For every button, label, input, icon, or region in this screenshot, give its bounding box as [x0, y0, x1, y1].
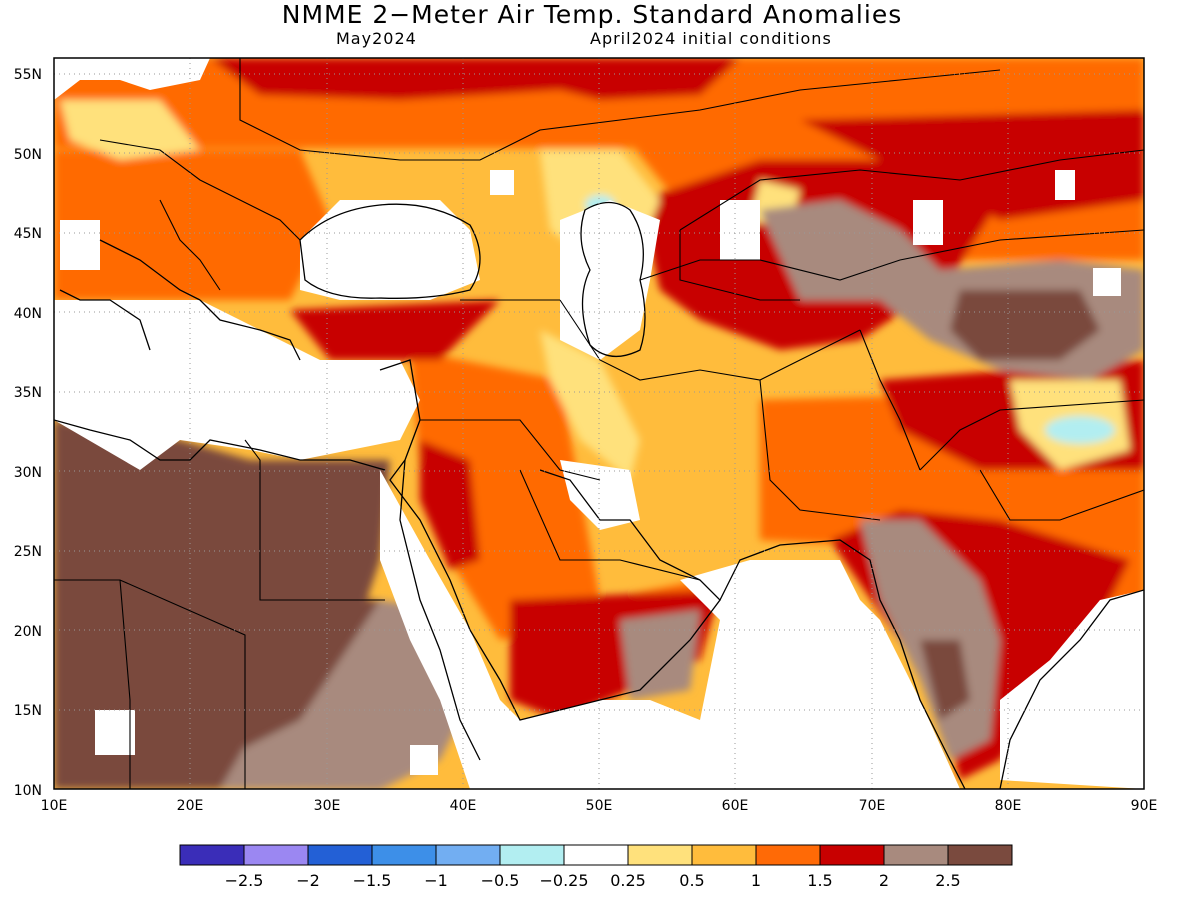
white-areas: [54, 58, 1144, 789]
plot-area: [54, 58, 1144, 789]
colorbar-swatch-4: [435, 844, 501, 866]
colorbar-label-0: −2.5: [225, 871, 264, 890]
lon-tick-60e: 60E: [722, 798, 749, 814]
colorbar-swatch-1: [243, 844, 309, 866]
colorbar-label-3: −1: [424, 871, 448, 890]
lon-tick-30e: 30E: [314, 798, 341, 814]
colorbar-swatch-12: [947, 844, 1013, 866]
plot-frame: [53, 57, 1145, 790]
colorbar-label-4: −0.5: [481, 871, 520, 890]
colorbar-swatch-7: [627, 844, 693, 866]
colorbar-swatch-0: [179, 844, 245, 866]
colorbar-swatch-2: [307, 844, 373, 866]
colorbar-label-11: 2.5: [935, 871, 960, 890]
lat-tick-10n: 10N: [14, 783, 42, 799]
borders: [54, 58, 1144, 789]
lat-axis: 10N 15N 20N 25N 30N 35N 40N 45N 50N 55N: [14, 67, 42, 799]
colorbar: −2.5 −2 −1.5 −1 −0.5 −0.25 0.25 0.5 1 1.5 2 2.5: [179, 844, 1013, 890]
colorbar-swatch-5: [499, 844, 565, 866]
forecast-month: May2024: [336, 29, 417, 48]
lat-tick-30n: 30N: [14, 465, 42, 481]
lon-tick-80e: 80E: [995, 798, 1022, 814]
lon-tick-90e: 90E: [1131, 798, 1158, 814]
lat-tick-20n: 20N: [14, 624, 42, 640]
colorbar-swatch-8: [691, 844, 757, 866]
lat-tick-35n: 35N: [14, 385, 42, 401]
lon-tick-10e: 10E: [41, 798, 68, 814]
map-title: NMME 2−Meter Air Temp. Standard Anomalie…: [281, 0, 903, 29]
colorbar-label-5: −0.25: [539, 871, 588, 890]
lat-tick-40n: 40N: [14, 306, 42, 322]
lat-tick-25n: 25N: [14, 544, 42, 560]
lon-tick-50e: 50E: [586, 798, 613, 814]
lat-tick-55n: 55N: [14, 67, 42, 83]
colorbar-swatch-10: [819, 844, 885, 866]
colorbar-swatch-11: [883, 844, 949, 866]
colorbar-label-10: 2: [879, 871, 889, 890]
lat-tick-45n: 45N: [14, 226, 42, 242]
colorbar-label-8: 1: [751, 871, 761, 890]
colorbar-label-2: −1.5: [353, 871, 392, 890]
colorbar-label-1: −2: [296, 871, 320, 890]
lon-tick-40e: 40E: [450, 798, 477, 814]
colorbar-label-7: 0.5: [679, 871, 704, 890]
colorbar-swatch-6: [563, 844, 629, 866]
lon-axis: 10E 20E 30E 40E 50E 60E 70E 80E 90E: [41, 798, 1158, 814]
initial-conditions: April2024 initial conditions: [590, 29, 832, 48]
colorbar-label-6: 0.25: [610, 871, 646, 890]
grid-lines: [54, 58, 1144, 789]
lat-tick-15n: 15N: [14, 703, 42, 719]
colorbar-swatch-3: [371, 844, 437, 866]
lat-tick-50n: 50N: [14, 147, 42, 163]
lon-tick-70e: 70E: [859, 798, 886, 814]
colorbar-label-9: 1.5: [807, 871, 832, 890]
colorbar-swatch-9: [755, 844, 821, 866]
lon-tick-20e: 20E: [177, 798, 204, 814]
